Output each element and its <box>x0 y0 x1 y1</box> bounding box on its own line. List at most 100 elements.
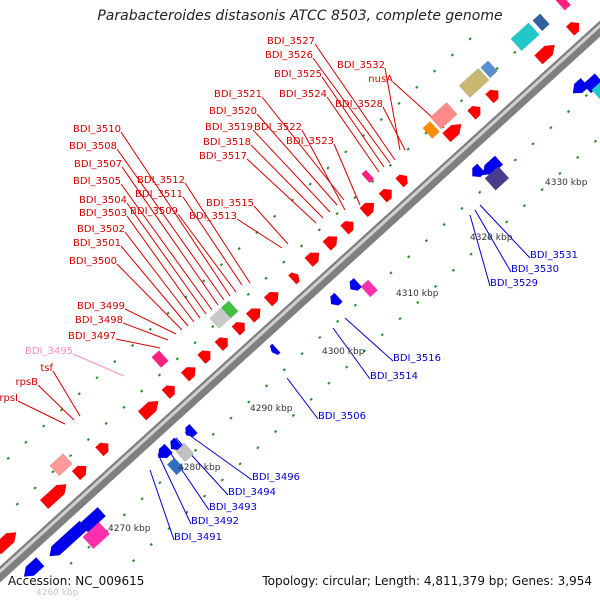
leader-line <box>126 202 207 315</box>
leader-line <box>474 209 512 273</box>
gene-label-bdi_3494: BDI_3494 <box>228 487 276 498</box>
feature-box <box>458 67 490 98</box>
scale-tick-mark <box>513 50 517 54</box>
gene-label-bdi_3502: BDI_3502 <box>77 224 125 235</box>
scale-tick-mark <box>140 389 144 393</box>
forward-gene <box>304 252 320 268</box>
leader-line <box>120 183 213 311</box>
leader-line <box>382 106 406 151</box>
feature-box <box>532 13 550 32</box>
leader-line <box>301 129 346 211</box>
scale-tick-mark <box>299 244 304 248</box>
gene-label-bdi_3505: BDI_3505 <box>73 176 121 187</box>
gene-label-bdi_3492: BDI_3492 <box>191 516 239 527</box>
leader-line <box>124 231 195 323</box>
leader-line <box>72 353 125 377</box>
scale-tick-mark <box>416 300 420 305</box>
reverse-gene <box>157 443 174 459</box>
forward-gene <box>467 105 481 120</box>
gene-label-nusa: nusA <box>368 74 393 85</box>
scale-tick-mark <box>371 179 375 184</box>
leader-line <box>253 205 289 245</box>
scale-tick-mark <box>193 448 198 452</box>
scale-tick-mark <box>407 255 411 259</box>
forward-gene <box>485 89 499 104</box>
feature-box <box>175 442 195 463</box>
scale-tick-mark <box>51 470 55 474</box>
scale-tick-mark <box>140 497 144 501</box>
scale-tick-mark <box>397 101 401 106</box>
scale-tick-mark <box>584 93 588 98</box>
scale-tick-mark <box>505 220 509 224</box>
feature-box <box>422 121 440 139</box>
gene-label-bdi_3504: BDI_3504 <box>79 195 127 206</box>
scale-tick-mark <box>15 502 19 506</box>
scale-tick-mark <box>148 327 152 331</box>
gene-label-rpsb: rpsB <box>15 377 38 388</box>
gene-label-bdi_3517: BDI_3517 <box>199 151 247 162</box>
feature-box <box>484 165 510 191</box>
forward-gene <box>359 202 375 218</box>
leader-line <box>286 377 319 420</box>
gene-label-bdi_3495: BDI_3495 <box>25 346 73 357</box>
scale-tick-mark <box>113 359 117 364</box>
genome-backbone <box>0 20 600 583</box>
scale-tick-mark <box>593 139 598 143</box>
scale-tick-mark <box>264 276 268 280</box>
scale-tick-mark <box>513 158 517 162</box>
reverse-gene <box>472 163 486 178</box>
scale-tick-mark <box>69 561 73 565</box>
scale-tick-mark <box>388 163 393 167</box>
feature-box <box>166 457 185 476</box>
scale-tick-mark <box>389 271 393 275</box>
forward-gene <box>39 484 67 510</box>
scale-label: 4310 kbp <box>396 289 439 299</box>
gene-label-bdi_3498: BDI_3498 <box>75 315 123 326</box>
leader-line <box>120 245 189 327</box>
scale-tick-mark <box>327 381 331 385</box>
feature-box <box>555 0 572 11</box>
forward-gene <box>340 220 354 235</box>
leader-line <box>469 214 491 287</box>
gene-label-bdi_3525: BDI_3525 <box>274 69 322 80</box>
scale-tick-mark <box>495 66 499 71</box>
scale-tick-mark <box>291 413 296 418</box>
scale-tick-mark <box>77 392 81 396</box>
leader-line <box>37 384 75 421</box>
scale-tick-mark <box>237 247 241 251</box>
scale-tick-mark <box>308 182 312 186</box>
leader-line <box>122 322 169 341</box>
forward-gene <box>442 123 462 143</box>
page-title: Parabacteroides distasonis ATCC 8503, co… <box>97 8 503 24</box>
gene-label-bdi_3497: BDI_3497 <box>68 331 116 342</box>
scale-tick-mark <box>362 349 367 353</box>
scale-tick-mark <box>202 279 206 283</box>
scale-tick-mark <box>104 421 108 426</box>
leader-line <box>120 131 231 297</box>
gene-label-rpsi: rpsI <box>0 393 18 404</box>
scale-tick-mark <box>202 494 207 498</box>
scale-tick-mark <box>122 513 126 517</box>
scale-tick-mark <box>273 214 277 218</box>
scale-tick-mark <box>282 368 286 372</box>
gene-label-bdi_3508: BDI_3508 <box>69 141 117 152</box>
scale-tick-mark <box>157 373 162 377</box>
leader-line <box>332 327 371 380</box>
feature-box <box>480 60 498 79</box>
scale-tick-mark <box>540 187 544 192</box>
forward-gene <box>180 367 196 382</box>
leader-lines-layer <box>17 43 531 541</box>
feature-box <box>82 521 111 550</box>
gene-label-bdi_3524: BDI_3524 <box>279 89 327 100</box>
scale-tick-mark <box>344 150 348 154</box>
gene-label-bdi_3528: BDI_3528 <box>335 99 383 110</box>
leader-line <box>157 453 192 525</box>
scale-tick-mark <box>424 131 428 135</box>
scale-label: 4300 kbp <box>322 347 365 357</box>
gene-label-bdi_3519: BDI_3519 <box>205 122 253 133</box>
scale-tick-mark <box>166 311 170 315</box>
scale-tick-mark <box>460 206 464 210</box>
scale-tick-mark <box>211 432 215 436</box>
scale-label: 4280 kbp <box>178 463 221 473</box>
gene-label-bdi_3521: BDI_3521 <box>214 89 262 100</box>
